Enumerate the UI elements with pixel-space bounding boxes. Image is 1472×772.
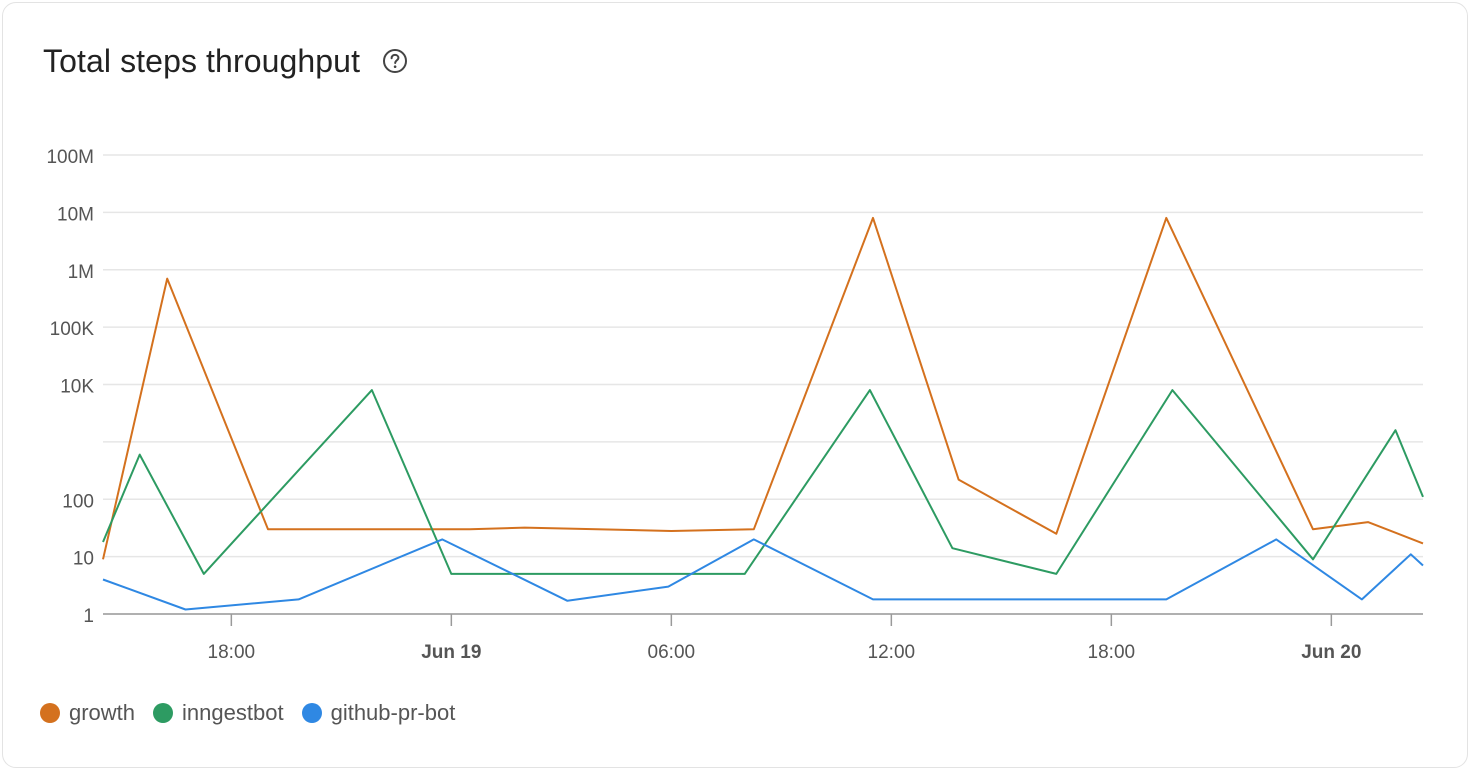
chart-legend: growth inngestbot github-pr-bot bbox=[40, 700, 473, 726]
legend-swatch bbox=[153, 703, 174, 723]
x-tick-label: Jun 20 bbox=[1301, 642, 1361, 663]
y-tick-label: 10K bbox=[60, 377, 94, 398]
x-tick-label: 18:00 bbox=[208, 642, 256, 663]
x-tick-label: Jun 19 bbox=[421, 642, 481, 663]
series-lines[interactable] bbox=[102, 216, 1424, 611]
y-axis-labels: 1 10 100 10K 100K 1M 10M 100M bbox=[46, 147, 94, 627]
y-tick-label: 10 bbox=[73, 549, 94, 570]
x-tick-label: 06:00 bbox=[648, 642, 696, 663]
y-tick-label: 1 bbox=[83, 606, 94, 627]
y-tick-label: 1M bbox=[68, 262, 94, 283]
y-tick-label: 10M bbox=[57, 204, 94, 225]
grid-lines bbox=[103, 154, 1423, 615]
question-circle-icon[interactable] bbox=[382, 48, 408, 74]
chart-header: Total steps throughput bbox=[43, 39, 408, 83]
legend-label: github-pr-bot bbox=[330, 700, 456, 725]
legend-swatch bbox=[40, 703, 60, 723]
legend-item-growth[interactable]: growth bbox=[40, 700, 135, 726]
x-axis: 18:00 Jun 19 06:00 12:00 18:00 Jun 20 bbox=[103, 613, 1423, 663]
chart-title: Total steps throughput bbox=[43, 42, 361, 79]
y-tick-label: 100 bbox=[62, 491, 94, 512]
legend-item-inngestbot[interactable]: inngestbot bbox=[153, 700, 284, 726]
legend-label: inngestbot bbox=[182, 700, 284, 725]
legend-item-github-pr-bot[interactable]: github-pr-bot bbox=[301, 700, 456, 726]
x-tick-label: 18:00 bbox=[1088, 642, 1136, 663]
legend-label: growth bbox=[69, 700, 136, 725]
series-line-growth[interactable] bbox=[102, 216, 1424, 560]
y-tick-label: 100K bbox=[50, 319, 95, 340]
y-tick-label: 100M bbox=[46, 147, 94, 168]
x-tick-label: 12:00 bbox=[868, 642, 916, 663]
legend-swatch bbox=[301, 703, 322, 723]
series-line-inngestbot[interactable] bbox=[102, 389, 1424, 575]
series-line-github-pr-bot[interactable] bbox=[102, 538, 1424, 611]
